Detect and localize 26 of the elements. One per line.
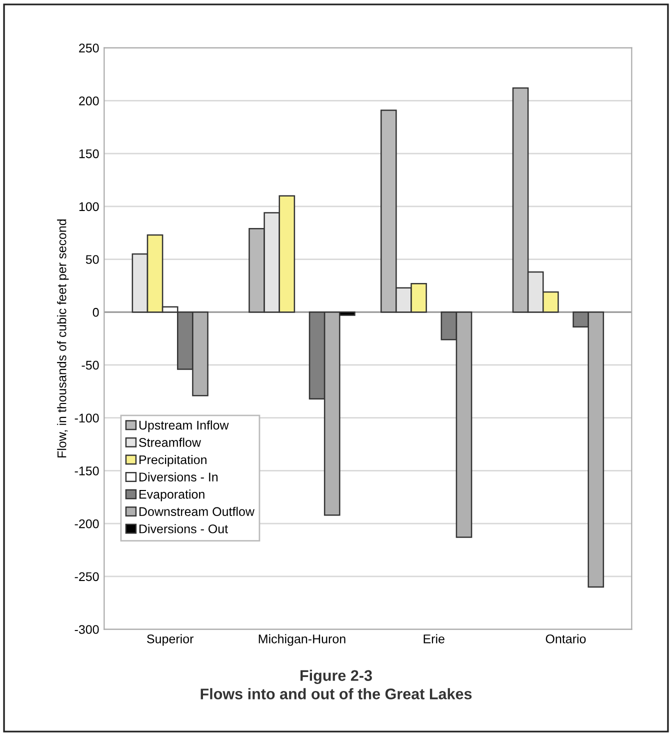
legend-label: Upstream Inflow	[139, 420, 229, 432]
legend-label: Streamflow	[139, 438, 202, 447]
y-tick-label: -50	[82, 360, 99, 370]
text: Figure 2-3	[300, 670, 372, 684]
y-tick-label: -100	[74, 414, 99, 422]
x-tick-label: Michigan-Huron	[258, 634, 346, 646]
y-tick-label: -150	[74, 466, 99, 476]
legend-label: Downstream Outflow	[139, 506, 254, 516]
legend-label: Precipitation	[139, 455, 206, 467]
y-tick-label: -300	[74, 625, 99, 634]
y-tick-label: 100	[79, 202, 99, 212]
x-tick-label: Erie	[424, 634, 444, 644]
y-axis-title: Flow, in thousands of cubic feet per second	[57, 219, 69, 458]
legend-label: Diversions - In	[139, 472, 218, 482]
x-tick-label: Superior	[147, 634, 194, 646]
y-tick-label: 200	[79, 96, 99, 106]
y-tick-label: 0	[92, 308, 99, 317]
legend-label: Evaporation	[139, 490, 204, 502]
x-tick-label: Ontario	[546, 634, 586, 644]
y-tick-label: -200	[74, 519, 99, 528]
y-tick-label: 50	[86, 255, 99, 264]
y-tick-label: 150	[79, 149, 99, 158]
y-tick-label: 250	[79, 44, 99, 52]
text: Flows into and out of the Great Lakes	[200, 688, 472, 700]
y-tick-label: -250	[74, 572, 99, 582]
legend-label: Diversions - Out	[139, 524, 228, 534]
